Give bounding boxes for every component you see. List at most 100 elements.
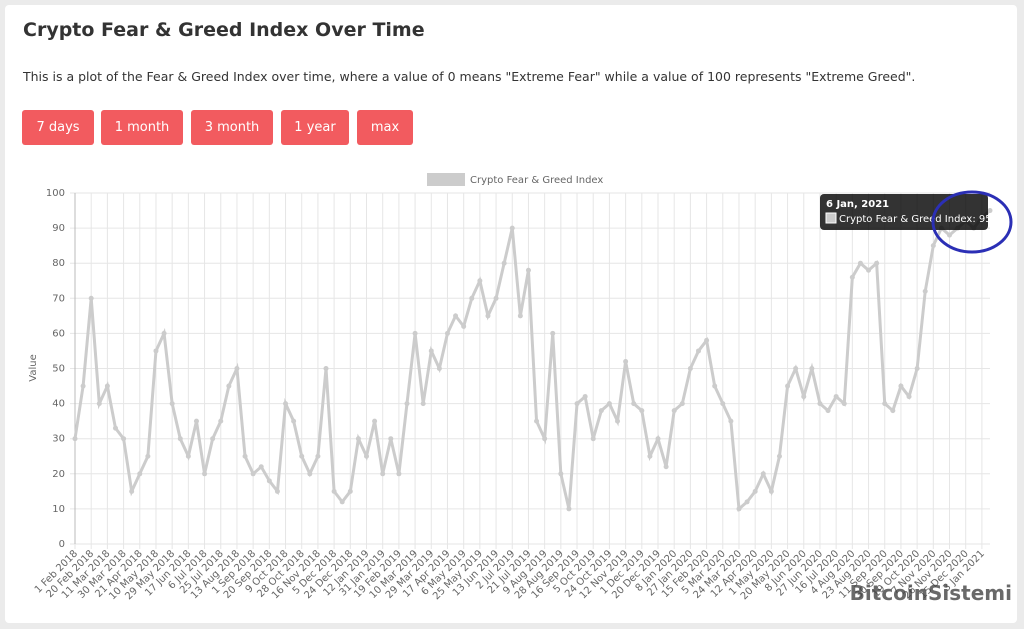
data-point (866, 267, 872, 273)
data-point (874, 260, 880, 266)
legend-swatch (427, 173, 465, 186)
data-point (404, 401, 410, 407)
data-point (922, 288, 928, 294)
data-point (388, 436, 394, 442)
data-point (768, 488, 774, 494)
title: Crypto Fear & Greed Index Over Time (23, 19, 425, 41)
tooltip-box (820, 194, 988, 230)
data-point (890, 408, 896, 414)
data-point (129, 488, 135, 494)
data-point (234, 366, 240, 371)
data-point (987, 208, 993, 214)
data-point (274, 488, 280, 494)
data-point (331, 488, 337, 494)
data-point (161, 330, 167, 336)
data-point (833, 394, 839, 400)
range-button[interactable]: max (357, 110, 413, 145)
highlight-circle (931, 190, 1013, 254)
data-point (501, 260, 507, 266)
data-point (137, 471, 143, 477)
tooltip-title: 6 Jan, 2021 (826, 199, 889, 210)
data-point (857, 260, 863, 266)
data-point (380, 471, 386, 477)
data-point (663, 464, 669, 470)
data-point (793, 366, 799, 371)
y-axis-label: Value (28, 354, 39, 381)
data-point (590, 436, 596, 442)
range-button[interactable]: 3 month (191, 110, 273, 145)
data-point (712, 383, 718, 389)
y-tick-label: 50 (52, 364, 65, 375)
y-tick-label: 80 (52, 258, 65, 269)
data-point (947, 232, 953, 238)
data-point (364, 453, 370, 459)
data-point (347, 488, 353, 494)
data-point (598, 408, 604, 414)
data-point (291, 418, 297, 424)
data-point (776, 453, 782, 459)
data-point (185, 453, 191, 459)
y-tick-label: 60 (52, 328, 65, 339)
data-point (315, 453, 321, 459)
data-point (96, 401, 102, 407)
data-point (687, 366, 693, 371)
y-tick-label: 40 (52, 399, 65, 410)
data-point (323, 366, 329, 371)
data-point (882, 401, 888, 407)
data-point (461, 323, 467, 329)
data-point (412, 330, 418, 336)
data-point (671, 408, 677, 414)
data-point (153, 348, 159, 354)
data-point (210, 436, 216, 442)
data-point (453, 313, 459, 319)
data-point (623, 358, 629, 364)
legend-label[interactable]: Crypto Fear & Greed Index (470, 175, 603, 186)
data-point (258, 464, 264, 470)
data-point (582, 394, 588, 400)
y-tick-label: 70 (52, 293, 65, 304)
data-point (372, 418, 378, 424)
data-point (914, 366, 920, 371)
data-point (307, 471, 313, 477)
data-point (420, 401, 426, 407)
data-point (177, 436, 183, 442)
data-point (785, 383, 791, 389)
data-point (121, 436, 127, 442)
data-point (525, 267, 531, 273)
range-button[interactable]: 1 month (101, 110, 183, 145)
data-point (469, 295, 475, 301)
data-point (679, 401, 685, 407)
data-point (728, 418, 734, 424)
data-point (817, 401, 823, 407)
data-point (542, 436, 548, 442)
data-point (906, 394, 912, 400)
data-point (849, 274, 855, 280)
data-point (517, 313, 523, 319)
data-point (80, 383, 86, 389)
data-point (606, 401, 612, 407)
data-point (428, 348, 434, 354)
range-button[interactable]: 1 year (281, 110, 349, 145)
data-point (704, 337, 710, 343)
data-point (695, 348, 701, 354)
data-point (339, 499, 345, 505)
data-point (736, 506, 742, 512)
range-button[interactable]: 7 days (22, 110, 94, 145)
watermark: BitcoinSistemi (850, 581, 1012, 605)
tooltip-swatch (825, 212, 837, 224)
data-point (655, 436, 661, 442)
data-point (266, 478, 272, 484)
tooltip: 6 Jan, 2021 Crypto Fear & Greed Index: 9… (820, 194, 992, 230)
y-tick-label: 30 (52, 434, 65, 445)
data-point (283, 401, 289, 407)
data-point (930, 243, 936, 249)
data-point (72, 436, 78, 442)
data-point (574, 401, 580, 407)
description: This is a plot of the Fear & Greed Index… (23, 69, 916, 84)
tooltip-label: Crypto Fear & Greed Index: 95 (839, 214, 992, 225)
y-tick-label: 90 (52, 223, 65, 234)
data-point (534, 418, 540, 424)
data-point (112, 425, 118, 431)
